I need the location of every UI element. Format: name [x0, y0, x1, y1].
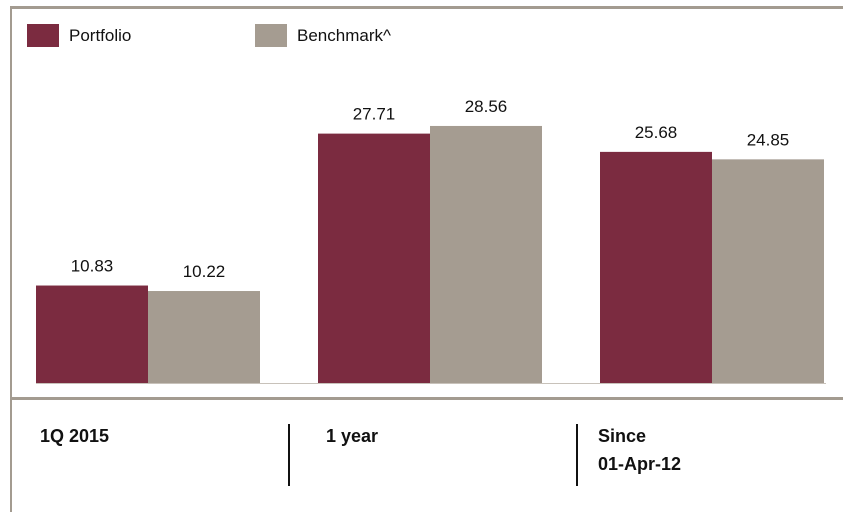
category-divider	[576, 424, 578, 486]
legend-item-portfolio: Portfolio	[27, 24, 131, 47]
data-label-portfolio-2: 25.68	[635, 123, 678, 142]
data-label-portfolio-0: 10.83	[71, 257, 114, 276]
bar-portfolio-2	[600, 151, 712, 383]
category-label-line: Since	[598, 426, 647, 446]
data-label-benchmark-1: 28.56	[465, 97, 508, 116]
data-label-benchmark-0: 10.22	[183, 262, 226, 281]
data-label-benchmark-2: 24.85	[747, 130, 790, 149]
category-separator-line	[12, 397, 843, 400]
bar-portfolio-1	[318, 133, 430, 383]
category-label-line: 1 year	[326, 426, 379, 446]
category-label-1q-2015: 1Q 2015	[40, 422, 109, 450]
legend-label-benchmark: Benchmark^	[297, 25, 391, 45]
legend-label-portfolio: Portfolio	[69, 25, 132, 45]
frame-left-border	[10, 6, 12, 512]
legend-swatch-benchmark	[255, 24, 287, 47]
category-label-1-year: 1 year	[326, 422, 378, 450]
bar-chart: 10.83 10.22 27.71 28.56 25.68 24.85	[36, 97, 826, 384]
category-label-line: 1Q 2015	[40, 426, 110, 446]
category-divider	[288, 424, 290, 486]
category-label-line: 01-Apr-12	[598, 454, 682, 474]
frame-top-border	[12, 6, 843, 9]
legend-swatch-portfolio	[27, 24, 59, 47]
legend-item-benchmark: Benchmark^	[255, 24, 391, 47]
bar-benchmark-1	[430, 125, 542, 384]
bar-benchmark-2	[712, 159, 824, 383]
data-label-portfolio-1: 27.71	[353, 105, 396, 124]
bar-benchmark-0	[148, 291, 260, 383]
bar-portfolio-0	[36, 285, 148, 383]
category-label-since: Since 01-Apr-12	[598, 422, 681, 478]
